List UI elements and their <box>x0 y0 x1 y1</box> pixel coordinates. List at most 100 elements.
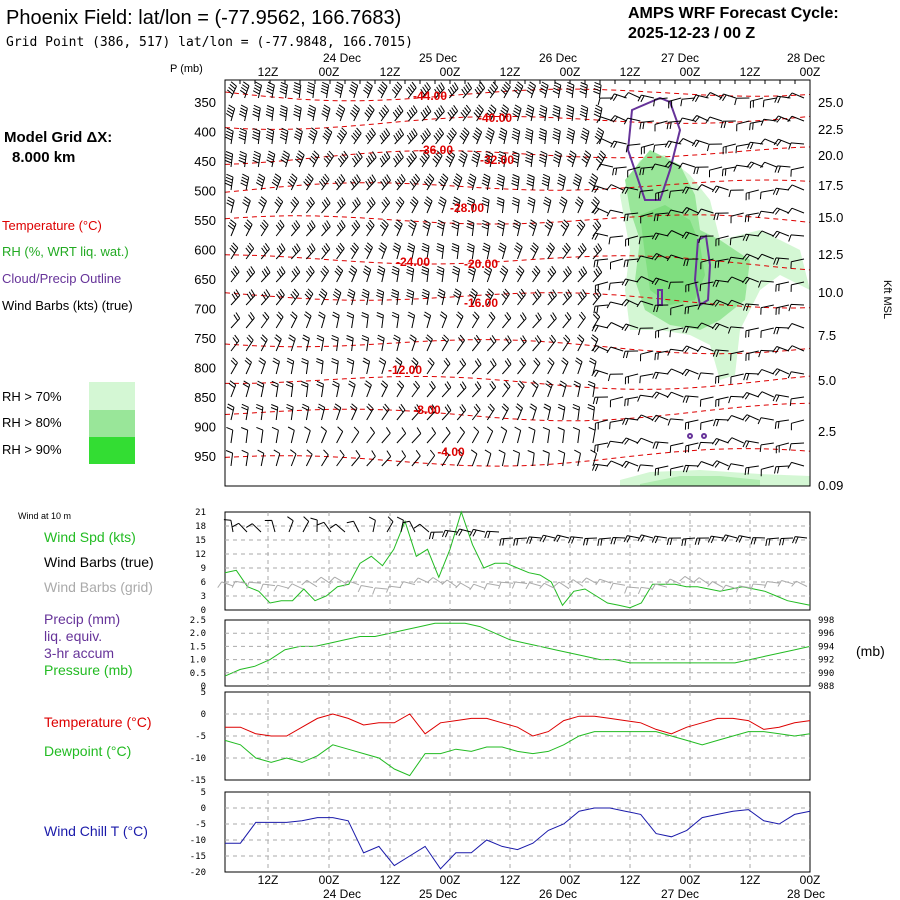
isotherm-line <box>224 402 811 422</box>
wind-barb <box>469 583 486 591</box>
wind-barb <box>381 427 391 444</box>
wind-chill-panel: Wind Chill T (°C) 5 0 -5 -10 -15 -20 <box>44 788 811 878</box>
wind-barb <box>693 166 709 175</box>
wind-barb <box>421 242 430 260</box>
wind-barb <box>553 534 570 543</box>
time-tick-label: 12Z <box>740 873 761 887</box>
wind-barb <box>336 449 345 467</box>
wind-barb <box>622 417 639 426</box>
wind-barb <box>541 173 551 191</box>
wind-barb <box>757 417 774 425</box>
date-label: 27 Dec <box>661 887 699 900</box>
wind-barb <box>639 120 654 130</box>
wind-barb <box>545 380 553 398</box>
wind-barb <box>420 128 431 145</box>
cloud-outline <box>626 96 682 201</box>
wind-barb <box>426 427 437 444</box>
wind-barb <box>225 127 234 145</box>
date-label: 28 Dec <box>787 887 825 900</box>
wind-barb <box>502 335 512 352</box>
wind-barb <box>697 441 714 450</box>
pressure-unit-label: (mb) <box>856 643 885 659</box>
wind-barb <box>241 449 249 467</box>
rh90-swatch <box>89 437 135 464</box>
wind-barb <box>610 258 624 270</box>
wind-barb <box>498 581 514 589</box>
model-grid-label: Model Grid ΔX: <box>4 129 112 146</box>
wind-barb <box>421 288 430 306</box>
wind-barb <box>532 335 542 352</box>
wind-barb <box>363 81 373 99</box>
isotherm-label: -44.00 <box>413 89 447 103</box>
wind-barb <box>591 369 609 378</box>
wind-barb <box>379 219 389 237</box>
y-tick-label: 21 <box>195 508 206 518</box>
pressure-axis-label: P (mb) <box>170 63 203 75</box>
wind-barb <box>361 334 369 352</box>
wind-barb <box>441 529 458 538</box>
wind-barb <box>486 358 497 375</box>
time-tick-label: 12Z <box>380 873 401 887</box>
wind-barb <box>685 442 699 453</box>
wind-barb <box>595 150 606 168</box>
wind-barb <box>532 289 542 306</box>
wind-barb <box>260 311 270 329</box>
wind-barb <box>637 94 655 103</box>
wind-barb <box>337 150 349 168</box>
wind-barb <box>511 151 520 168</box>
wind-barb <box>257 449 265 467</box>
wind-barb <box>350 242 359 260</box>
wind-barb <box>407 311 416 329</box>
wind-barb <box>348 81 359 99</box>
wind-barb <box>321 449 329 467</box>
wind-barb <box>346 520 360 533</box>
wind-barb <box>406 81 417 99</box>
isotherm-line <box>224 254 811 271</box>
isotherm-label: -8.00 <box>413 403 441 417</box>
wind-barb <box>279 105 288 122</box>
isotherm-line <box>224 179 811 193</box>
wind-barb <box>487 81 499 99</box>
time-tick-label: 00Z <box>680 65 701 79</box>
wind-barb <box>305 449 313 467</box>
wind-panel: Wind at 10 m Wind Spd (kts) Wind Barbs (… <box>18 508 811 616</box>
wind-barb <box>453 288 462 306</box>
isotherm-label: -24.00 <box>396 255 430 269</box>
wind-barb <box>484 530 500 539</box>
time-tick-label: 12Z <box>740 65 761 79</box>
wind-barb <box>474 81 486 99</box>
wind-barb <box>484 150 494 168</box>
wind-barb <box>691 115 709 123</box>
wind-barb <box>255 403 264 421</box>
date-label: 28 Dec <box>787 51 825 65</box>
wind-barb <box>357 585 374 593</box>
wind-barb <box>301 403 310 421</box>
wind-barb <box>406 128 418 145</box>
wind-barb <box>230 312 241 329</box>
wind-barb <box>678 162 696 170</box>
pressure-line <box>224 622 811 677</box>
wind-barb <box>707 581 724 588</box>
wind-barb <box>433 127 444 145</box>
wind-barb <box>742 253 759 261</box>
wind-barb <box>680 97 695 107</box>
wind-barb <box>735 535 752 543</box>
legend-wind-barbs: Wind Barbs (kts) (true) <box>2 298 133 313</box>
wind-barb <box>597 537 612 546</box>
wind-barb <box>606 346 624 354</box>
wind-barb <box>351 219 361 237</box>
wind-barb <box>458 150 468 168</box>
wind-barb <box>558 449 566 467</box>
wind-barb <box>245 266 256 283</box>
wind-barb <box>727 256 744 264</box>
wind-barb <box>399 581 416 588</box>
wind-barb <box>561 357 569 375</box>
isotherm-label: -20.00 <box>464 257 498 271</box>
height-tick-label: 15.0 <box>818 210 843 225</box>
wind-barbs-true-label: Wind Barbs (true) <box>44 554 154 570</box>
wind-barb-field <box>224 81 805 477</box>
wind-barb <box>252 104 261 122</box>
y-tick-label: 1.5 <box>190 642 206 652</box>
wind-barb <box>275 266 286 283</box>
wind-barb <box>290 449 297 467</box>
